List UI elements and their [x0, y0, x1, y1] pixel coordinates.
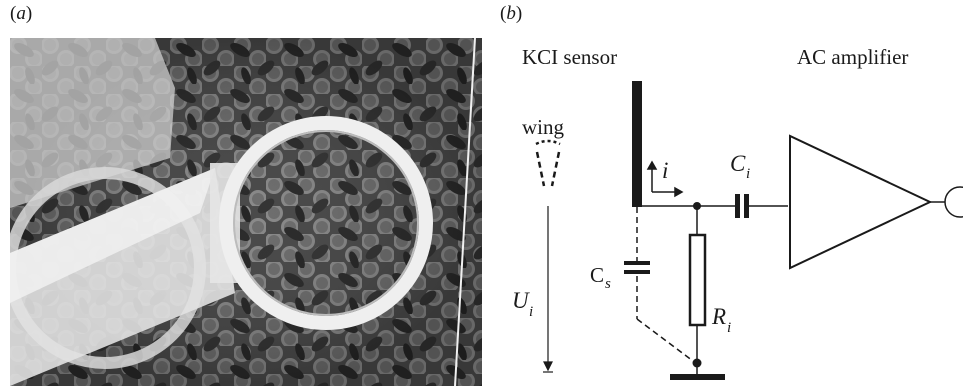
ui-label: U — [512, 288, 530, 313]
capacitor-ci — [735, 194, 749, 218]
ri-sub: i — [727, 320, 731, 336]
wing-icon — [535, 139, 561, 187]
panel-b-close: ) — [515, 3, 523, 24]
panel-b-open: ( — [500, 3, 507, 24]
current-arrow-icon — [646, 160, 684, 198]
current-label: i — [662, 158, 668, 183]
panel-a-close: ) — [25, 3, 33, 24]
circuit-schematic: KCI sensor AC amplifier wing U i i C i — [512, 45, 963, 380]
wire — [454, 38, 476, 386]
output-terminal — [944, 186, 963, 218]
capacitor-cs — [624, 261, 650, 274]
panel-b-letter: b — [506, 3, 516, 24]
ui-main: U — [512, 288, 530, 313]
cs-sub: s — [605, 276, 611, 292]
amplifier-title: AC amplifier — [797, 45, 908, 69]
voltage-arrow-icon — [543, 206, 553, 373]
wing-label: wing — [522, 115, 565, 139]
panel-a-letter: a — [16, 3, 26, 24]
resistor-ri — [688, 206, 707, 363]
ground-bar — [670, 374, 725, 380]
amplifier-triangle — [789, 134, 933, 270]
stray-capacitance-path — [636, 207, 694, 362]
sensor-title: KCI sensor — [522, 45, 617, 69]
honeycomb-photo-drawing — [10, 38, 482, 386]
sensor-plate — [632, 81, 642, 207]
panel-a-label: (a) — [10, 3, 32, 25]
ci-sub: i — [746, 166, 750, 182]
ri-main: R — [711, 304, 726, 329]
ci-main: C — [730, 151, 746, 176]
sensor-ring — [219, 116, 433, 330]
panel-b-label: (b) — [500, 3, 522, 25]
ui-sub: i — [529, 304, 533, 320]
plexiglass-sheet — [10, 38, 175, 208]
panel-a-open: ( — [10, 3, 17, 24]
honeycomb-photo — [10, 38, 482, 386]
cs-main: C — [590, 263, 604, 287]
